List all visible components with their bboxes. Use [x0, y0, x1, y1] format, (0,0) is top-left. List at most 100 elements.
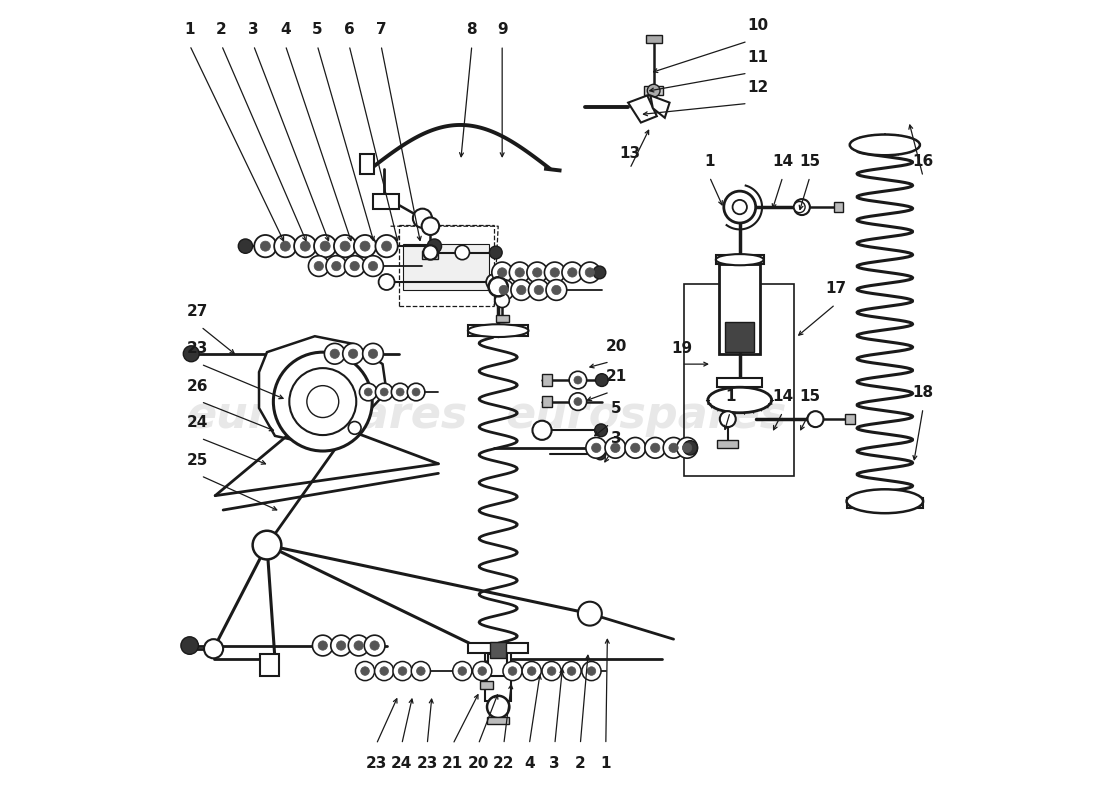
Circle shape [315, 262, 323, 270]
Circle shape [719, 411, 736, 427]
Circle shape [542, 662, 561, 681]
Circle shape [645, 438, 665, 458]
Bar [847, 498, 923, 508]
Circle shape [663, 438, 684, 458]
Circle shape [294, 235, 317, 258]
Circle shape [546, 280, 566, 300]
Circle shape [630, 443, 640, 453]
Text: 11: 11 [748, 50, 769, 65]
Circle shape [318, 641, 328, 650]
Bar [542, 396, 551, 407]
Bar [542, 374, 551, 386]
Circle shape [326, 256, 346, 277]
Circle shape [239, 239, 253, 254]
Bar [725, 322, 755, 352]
Circle shape [509, 262, 530, 283]
Text: 23: 23 [365, 756, 387, 771]
Circle shape [494, 280, 514, 300]
Circle shape [253, 530, 282, 559]
Circle shape [528, 280, 549, 300]
Circle shape [486, 274, 503, 290]
Text: eurospares: eurospares [186, 394, 468, 438]
Ellipse shape [850, 134, 920, 155]
Polygon shape [628, 95, 657, 122]
Circle shape [363, 256, 384, 277]
Circle shape [458, 666, 466, 675]
Circle shape [508, 666, 517, 675]
Bar [491, 642, 506, 658]
Circle shape [308, 256, 329, 277]
Circle shape [349, 422, 361, 434]
Circle shape [487, 696, 509, 718]
Circle shape [368, 262, 377, 270]
Circle shape [593, 266, 606, 279]
Circle shape [683, 441, 697, 455]
Circle shape [363, 343, 384, 364]
Circle shape [334, 235, 356, 258]
Circle shape [184, 346, 199, 362]
Circle shape [497, 268, 507, 277]
Circle shape [552, 286, 561, 294]
Circle shape [261, 241, 271, 251]
Bar [845, 414, 855, 424]
Circle shape [424, 246, 438, 260]
Text: 20: 20 [468, 756, 488, 771]
Text: 4: 4 [524, 756, 535, 771]
Circle shape [532, 268, 542, 277]
Circle shape [544, 262, 565, 283]
Circle shape [562, 262, 583, 283]
Text: 1: 1 [185, 22, 195, 38]
Circle shape [393, 662, 412, 681]
Text: 6: 6 [343, 22, 354, 38]
Circle shape [274, 235, 297, 258]
Bar [834, 202, 844, 212]
Text: 23: 23 [187, 341, 208, 356]
Circle shape [578, 602, 602, 626]
Circle shape [595, 449, 606, 460]
Text: 2: 2 [575, 756, 585, 771]
Circle shape [569, 393, 586, 410]
Bar [373, 194, 398, 209]
Circle shape [568, 666, 575, 675]
Circle shape [320, 241, 330, 251]
Text: 22: 22 [493, 756, 515, 771]
Circle shape [550, 268, 560, 277]
Text: 13: 13 [619, 146, 640, 161]
Circle shape [398, 666, 407, 675]
Circle shape [280, 241, 290, 251]
Ellipse shape [716, 254, 763, 266]
Text: 20: 20 [605, 338, 627, 354]
Circle shape [379, 666, 388, 675]
Text: 19: 19 [671, 341, 692, 356]
Circle shape [382, 241, 392, 251]
Circle shape [392, 383, 409, 401]
Text: 8: 8 [466, 22, 477, 38]
Text: 17: 17 [825, 282, 846, 296]
Circle shape [412, 388, 420, 396]
Circle shape [300, 241, 310, 251]
Circle shape [592, 443, 601, 453]
Circle shape [307, 386, 339, 418]
Text: eurospares: eurospares [505, 394, 786, 438]
Circle shape [582, 662, 601, 681]
Bar [717, 440, 738, 448]
Circle shape [289, 368, 356, 435]
Text: 15: 15 [800, 389, 821, 404]
Circle shape [332, 262, 341, 270]
Text: 2: 2 [217, 22, 227, 38]
Circle shape [794, 202, 805, 213]
Text: 10: 10 [748, 18, 769, 34]
Text: 21: 21 [442, 756, 463, 771]
Circle shape [535, 286, 543, 294]
Circle shape [368, 349, 377, 358]
Circle shape [274, 352, 372, 451]
Text: 18: 18 [913, 385, 934, 400]
Circle shape [324, 343, 345, 364]
Bar [468, 325, 528, 336]
Circle shape [586, 438, 606, 458]
Circle shape [349, 349, 358, 358]
Circle shape [527, 666, 536, 675]
Circle shape [595, 424, 607, 437]
Text: 12: 12 [748, 81, 769, 95]
Circle shape [331, 635, 352, 656]
